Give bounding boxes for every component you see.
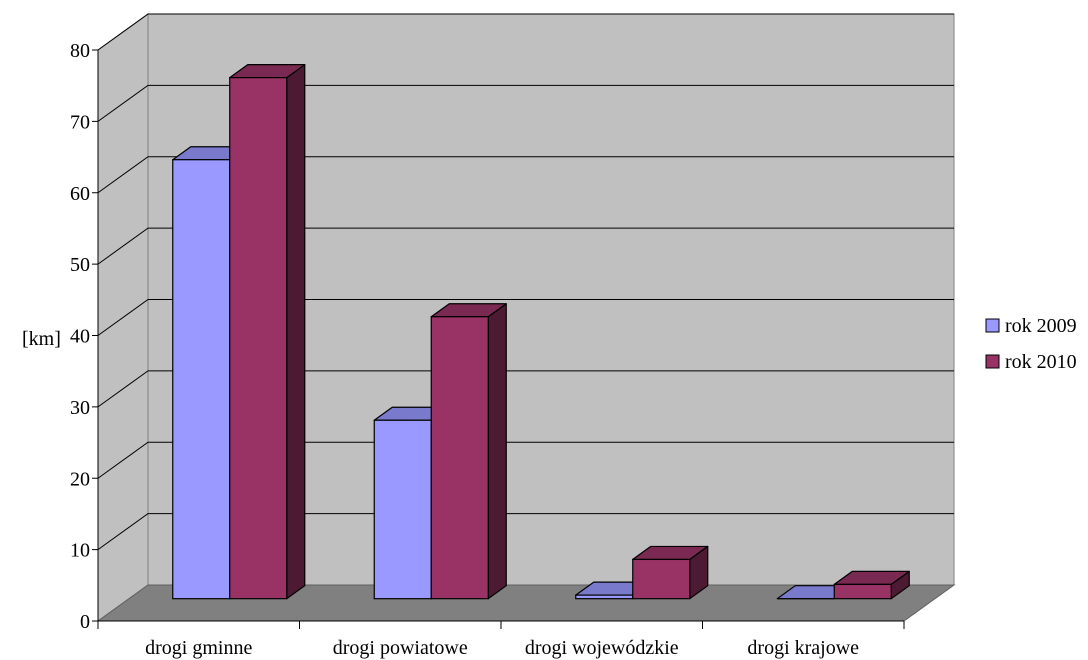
bar-front — [575, 594, 634, 600]
bar-side — [286, 64, 306, 600]
bar — [833, 570, 910, 600]
gridlines — [97, 13, 954, 551]
legend-swatch — [985, 354, 1000, 369]
bar — [632, 545, 709, 600]
y-tick-label: 60 — [70, 183, 90, 205]
x-tick-label: drogi krajowe — [747, 637, 859, 659]
bars — [172, 64, 910, 600]
legend-label: rok 2010 — [1005, 351, 1077, 373]
y-tick-label: 40 — [70, 326, 90, 348]
bar-side — [487, 303, 507, 600]
x-tick-label: drogi gminne — [145, 637, 252, 659]
gridline — [97, 513, 954, 551]
x-axis: drogi gminne drogi powiatowe drogi wojewód… — [97, 620, 905, 659]
bar-front — [430, 316, 489, 600]
y-tick-label: 70 — [70, 111, 90, 133]
y-tick-label: 0 — [80, 611, 90, 633]
y-tick-label: 20 — [70, 468, 90, 490]
x-tick-label: drogi powiatowe — [333, 637, 468, 659]
bar-front — [833, 583, 892, 600]
y-axis-title: [km] — [22, 328, 61, 350]
legend-label: rok 2009 — [1005, 315, 1077, 337]
y-tick-label: 80 — [70, 40, 90, 62]
y-axis: 0 10 20 30 40 50 60 70 80 — [70, 40, 99, 633]
legend-item: rok 2009 — [985, 315, 1077, 337]
x-tick-label: drogi wojewódzkie — [525, 637, 679, 659]
bar — [430, 303, 507, 600]
gridline — [97, 441, 954, 479]
legend-item: rok 2010 — [985, 351, 1077, 373]
y-tick-label: 50 — [70, 254, 90, 276]
bar-front — [632, 558, 691, 600]
gridline — [97, 227, 954, 265]
gridline — [97, 84, 954, 122]
gridline — [97, 13, 954, 51]
gridline — [97, 299, 954, 336]
y-tick-label: 10 — [70, 540, 90, 562]
bar-front — [229, 77, 288, 600]
bar — [229, 64, 306, 600]
gridline — [97, 156, 954, 194]
gridline — [97, 370, 954, 408]
y-tick-label: 30 — [70, 397, 90, 419]
bar-front — [373, 419, 432, 600]
legend: rok 2009 rok 2010 — [985, 315, 1077, 373]
bar-front — [172, 159, 231, 600]
legend-swatch — [985, 318, 1000, 333]
